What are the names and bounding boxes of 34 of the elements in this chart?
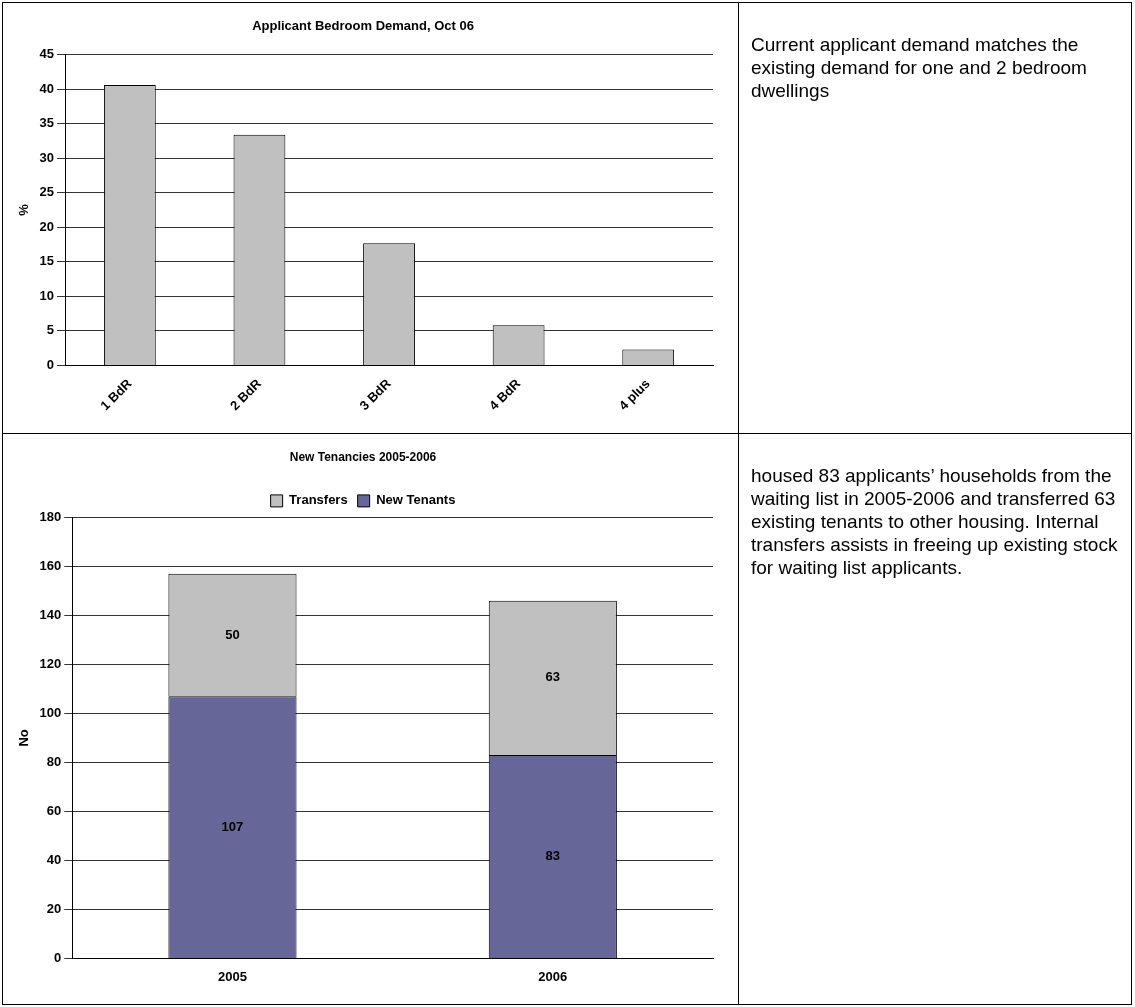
chart-title: Applicant Bedroom Demand, Oct 06 — [252, 18, 474, 34]
y-tick-label: 60 — [46, 802, 62, 818]
x-tick-label: 2006 — [538, 968, 568, 984]
data-label: 63 — [545, 669, 561, 685]
y-tick-label: 10 — [39, 287, 55, 303]
data-label: 107 — [221, 818, 244, 834]
y-tick-label: 40 — [39, 80, 55, 96]
y-tick-label: 40 — [46, 851, 62, 867]
chart-title: New Tenancies 2005-2006 — [289, 449, 437, 464]
data-label: 50 — [225, 626, 240, 642]
legend-label: New Tenants — [376, 492, 456, 508]
y-axis-title: No — [16, 729, 32, 747]
y-tick-label: 180 — [39, 508, 62, 524]
y-tick-label: 0 — [54, 949, 62, 965]
y-axis-title: % — [16, 203, 32, 216]
y-tick-label: 80 — [46, 753, 62, 769]
y-tick-label: 20 — [39, 218, 55, 234]
legend-label: Transfers — [289, 492, 348, 508]
y-tick-label: 0 — [46, 356, 55, 372]
y-tick-label: 120 — [39, 655, 62, 671]
y-tick-label: 45 — [39, 46, 55, 62]
y-tick-label: 25 — [39, 184, 55, 200]
x-tick-label: 2005 — [218, 968, 247, 984]
y-tick-label: 160 — [39, 557, 62, 573]
y-tick-label: 5 — [46, 322, 55, 338]
text: housed 83 applicants’ households from the waiting list in 2005-2006 and transferred 63 existing tenants to other housing. Internal transfers assists in freeing up existing stock for waiting list applicants. — [751, 464, 1119, 579]
y-tick-label: 20 — [46, 900, 62, 916]
y-tick-label: 100 — [39, 704, 62, 720]
y-tick-label: 15 — [39, 253, 55, 269]
data-label: 83 — [545, 848, 561, 864]
y-tick-label: 140 — [39, 606, 62, 622]
y-tick-label: 30 — [39, 149, 55, 165]
text: Current applicant demand matches the existing demand for one and 2 bedroom dwellings — [751, 33, 1088, 102]
y-tick-label: 35 — [39, 115, 55, 131]
